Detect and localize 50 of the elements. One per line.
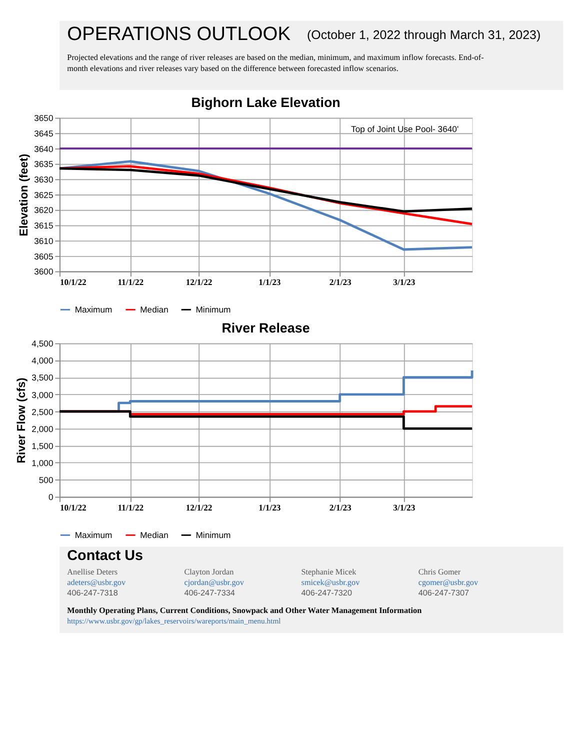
y-tick-label: 3645	[34, 128, 54, 138]
y-tick-label: 2,500	[32, 406, 54, 417]
x-tick-label: 1/1/23	[258, 502, 282, 513]
y-tick-label: 2,000	[32, 424, 54, 434]
y-axis-title: Elevation (feet)	[18, 154, 30, 236]
y-tick-label: 1,000	[32, 458, 54, 468]
y-tick-label: 4,000	[32, 356, 54, 366]
y-tick-label: 0	[48, 492, 54, 502]
chart-title: Bighorn Lake Elevation	[191, 95, 340, 110]
legend-label: Median	[140, 304, 169, 315]
x-tick-label: 3/1/23	[393, 502, 416, 513]
y-tick-label: 3635	[34, 159, 54, 170]
y-tick-label: 1,500	[32, 440, 54, 451]
y-tick-label: 3630	[34, 174, 54, 185]
line-series	[58, 165, 474, 226]
x-tick-label: 12/1/22	[186, 277, 212, 288]
ref-line-label: Top of Joint Use Pool- 3640'	[351, 124, 459, 134]
chart-title: River Release	[222, 320, 310, 336]
text: (October 1, 2022 through March 31, 2023)	[307, 28, 541, 42]
y-tick-label: 500	[38, 475, 54, 486]
legend-label: Maximum	[74, 530, 112, 540]
legend-label: Maximum	[74, 304, 112, 315]
y-tick-label: 3625	[34, 190, 54, 200]
x-tick-label: 10/1/22	[60, 277, 86, 288]
y-tick-label: 3640	[34, 144, 54, 154]
y-tick-label: 3615	[34, 220, 54, 231]
legend-label: Minimum	[196, 530, 231, 540]
y-tick-label: 3,000	[32, 390, 54, 400]
x-tick-label: 11/1/22	[118, 502, 144, 513]
text: OPERATIONS OUTLOOK	[67, 24, 291, 46]
y-tick-label: 3,500	[32, 372, 54, 383]
y-tick-label: 3650	[34, 113, 54, 124]
x-tick-label: 3/1/23	[393, 277, 416, 288]
x-tick-label: 2/1/23	[329, 277, 352, 288]
y-tick-label: 3620	[34, 205, 54, 216]
y-tick-label: 3610	[34, 236, 54, 246]
text: Contact Us	[67, 548, 144, 564]
x-tick-label: 2/1/23	[329, 502, 352, 513]
legend-label: Median	[140, 530, 169, 540]
text: https://www.usbr.gov/gp/lakes_reservoirs/wareports/main_menu.html	[67, 616, 281, 626]
y-tick-label: 3600	[34, 266, 54, 277]
line-series	[58, 167, 474, 213]
x-tick-label: 1/1/23	[258, 277, 282, 288]
y-tick-label: 4,500	[32, 338, 54, 349]
y-tick-label: 3605	[34, 251, 54, 262]
x-tick-label: 11/1/22	[118, 277, 144, 288]
y-axis-title: River Flow (cfs)	[16, 378, 28, 464]
legend-label: Minimum	[196, 304, 231, 315]
x-tick-label: 10/1/22	[60, 502, 86, 513]
x-tick-label: 12/1/22	[186, 502, 212, 513]
